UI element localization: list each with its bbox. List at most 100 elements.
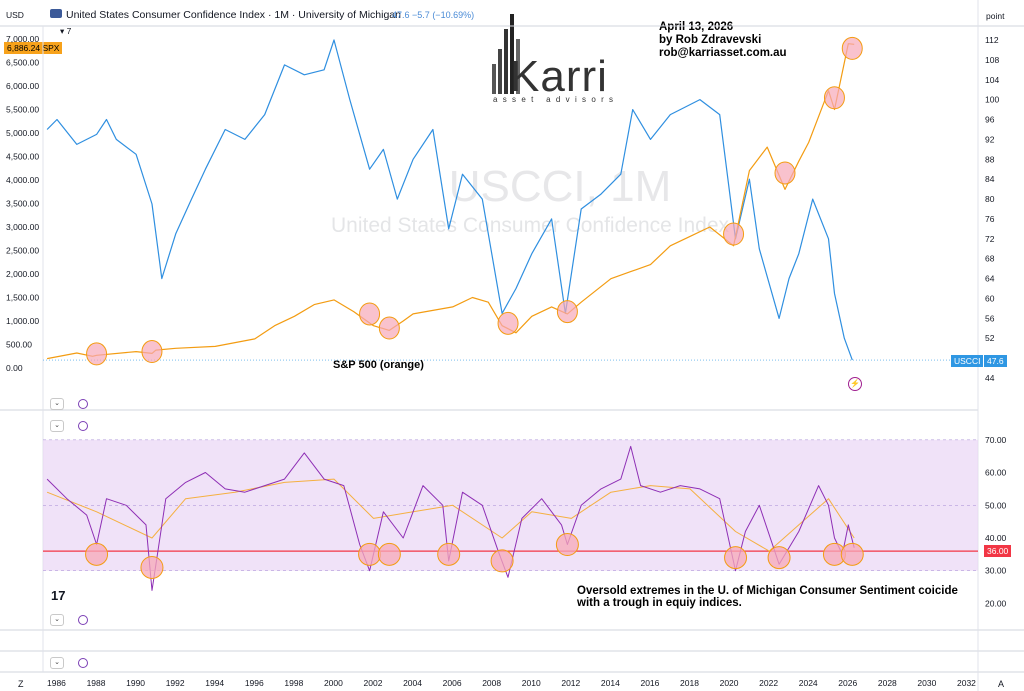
lightning-icon[interactable]: ⚡ [848,377,862,391]
trough-highlight [359,302,381,326]
left-axis-tick: 2,500.00 [6,246,39,256]
x-axis-tick: 2002 [364,678,383,688]
rsi-level-tag: 36.00 [984,545,1012,557]
right-axis-tick: 108 [985,55,999,65]
author-block: April 13, 2026 by Rob Zdravevski rob@kar… [659,21,787,60]
price-change: −5.7 (−10.69%) [412,10,475,20]
right-axis-tick: 68 [985,254,995,264]
right-axis-tick: 80 [985,194,995,204]
right-axis-tick: 112 [985,35,999,45]
rsi-ma-line [46,478,855,552]
us-flag-icon [50,9,62,18]
refresh-icon[interactable] [78,615,88,625]
trough-highlight [141,340,163,364]
refresh-icon[interactable] [78,658,88,668]
left-axis-tick: 4,500.00 [6,152,39,162]
indicator-count-value: 7 [66,26,72,36]
x-axis-tick: 2000 [324,678,343,688]
x-axis-tick: 1996 [245,678,264,688]
rsi-oversold-highlight [358,542,382,566]
left-axis-tick: 3,500.00 [6,199,39,209]
right-axis-tick: 76 [985,214,995,224]
note-line-2: with a trough in equiy indices. [577,597,742,609]
post-date: April 13, 2026 [659,21,734,33]
left-axis-tick: 1,000.00 [6,316,39,326]
trough-highlight [823,86,845,110]
rsi-axis-tick: 60.00 [985,468,1007,478]
rsi-band [43,439,978,571]
refresh-icon[interactable] [78,421,88,431]
left-axis-tick: 0.00 [6,363,23,373]
x-axis-tick: 2016 [640,678,659,688]
right-axis-tick: 52 [985,333,995,343]
x-axis-tick: 1986 [47,678,66,688]
right-axis-tick: 72 [985,234,995,244]
uscci-tag: USCCI [951,355,984,367]
collapse-pane-button[interactable]: ⌄ [50,614,64,626]
right-axis-tick: 100 [985,95,999,105]
rsi-oversold-highlight [724,546,748,570]
trough-highlight [86,342,108,366]
left-axis-tick: 2,000.00 [6,269,39,279]
rsi-oversold-highlight [555,533,579,557]
logo-name: Karri [510,52,608,101]
rsi-axis-tick: 30.00 [985,566,1007,576]
trough-highlight [378,316,400,340]
rsi-line [46,445,855,591]
left-axis-tick: 7,000.00 [6,34,39,44]
symbol-title[interactable]: United States Consumer Confidence Index … [66,9,401,21]
x-axis-tick: 1992 [166,678,185,688]
x-axis-tick: 2020 [720,678,739,688]
annotation-note: Oversold extremes in the U. of Michigan … [577,585,958,609]
right-axis-tick: 96 [985,115,995,125]
left-axis-tick: 6,500.00 [6,58,39,68]
spx-price-tag: 6,886.24 SPX [4,42,63,54]
trough-highlight [723,222,745,246]
right-axis-tick: 84 [985,174,995,184]
scale-label: point [986,11,1005,21]
left-axis-tick: 6,000.00 [6,81,39,91]
last-value: 47.6 −5.7 (−10.69%) [392,10,474,20]
collapse-pane-button[interactable]: ⌄ [50,657,64,669]
x-axis-tick: 2010 [522,678,541,688]
x-axis-tick: 2012 [561,678,580,688]
right-axis-tick: 104 [985,75,999,85]
x-axis-tick: 2032 [957,678,976,688]
rsi-axis-tick: 20.00 [985,598,1007,608]
indicator-count[interactable]: ▾ 7 [60,26,72,36]
x-axis-tick: 2030 [917,678,936,688]
trough-highlight [497,311,519,335]
refresh-icon[interactable] [78,399,88,409]
last-price: 47.6 [392,10,410,20]
left-axis-tick: 1,500.00 [6,293,39,303]
collapse-pane-button[interactable]: ⌄ [50,398,64,410]
karri-logo-icon [492,14,520,94]
watermark-name: United States Consumer Confidence Index [330,214,730,237]
x-axis-tick: 2022 [759,678,778,688]
left-axis-tick: 5,000.00 [6,128,39,138]
x-axis-tick: 2008 [482,678,501,688]
left-axis-tick: 4,000.00 [6,175,39,185]
right-axis-tick: 56 [985,313,995,323]
rsi-oversold-highlight [437,542,461,566]
logo-tagline: asset advisors [493,95,619,104]
rsi-oversold-highlight [377,542,401,566]
trough-highlight [556,300,578,324]
left-axis-tick: 3,000.00 [6,222,39,232]
auto-scale-button[interactable]: A [998,679,1005,689]
note-line-1: Oversold extremes in the U. of Michigan … [577,585,958,597]
trough-highlight [774,161,796,185]
x-axis-tick: 2024 [799,678,818,688]
spx-caption: S&P 500 (orange) [333,359,424,371]
right-axis-tick: 44 [985,373,995,383]
rsi-axis-tick: 40.00 [985,533,1007,543]
x-axis-tick: 1998 [284,678,303,688]
x-axis-tick: 2018 [680,678,699,688]
rsi-axis-tick: 70.00 [985,435,1007,445]
x-axis-tick: 2028 [878,678,897,688]
zoom-button[interactable]: Z [18,679,24,689]
right-axis-tick: 60 [985,293,995,303]
right-axis-tick: 64 [985,274,995,284]
collapse-pane-button[interactable]: ⌄ [50,420,64,432]
